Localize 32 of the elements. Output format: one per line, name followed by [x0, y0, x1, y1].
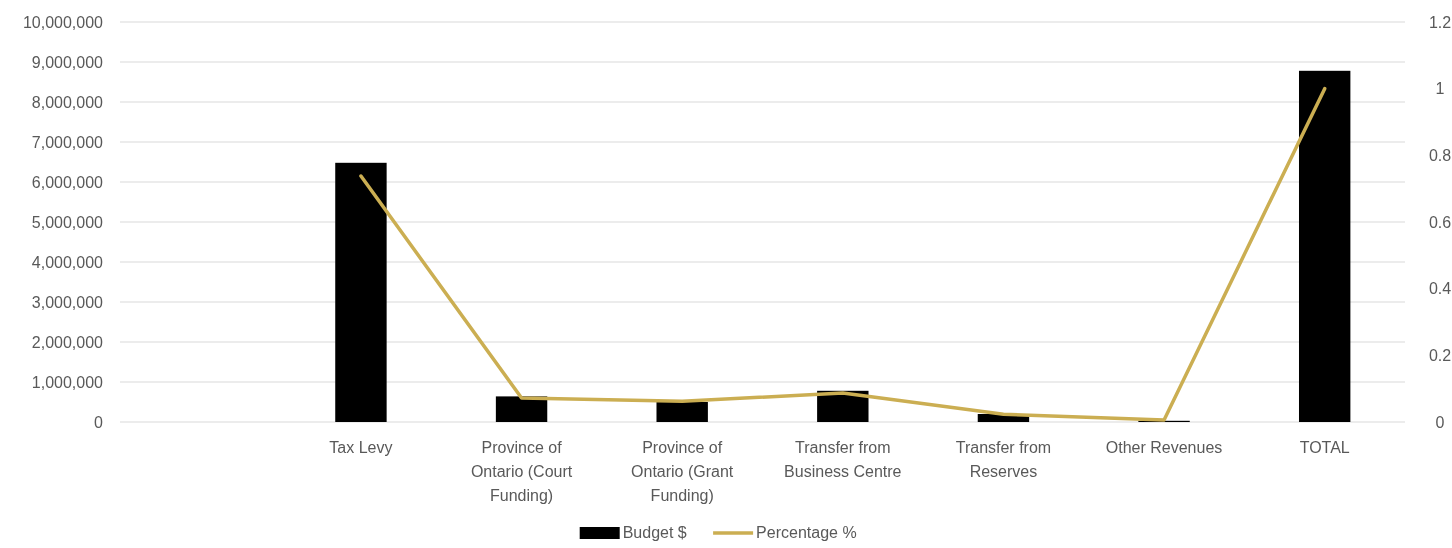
y-tick-label: 5,000,000: [31, 213, 104, 231]
y2-tick-label: 0: [1435, 413, 1445, 431]
y2-tick-label: 1.2: [1428, 13, 1452, 31]
x-tick-label: Province of Ontario (Court Funding): [470, 439, 573, 504]
bar: [335, 162, 387, 422]
y-tick-label: 1,000,000: [31, 373, 104, 391]
y-tick-label: 7,000,000: [31, 133, 104, 151]
x-tick-label: Transfer from Reserves: [955, 439, 1052, 480]
x-tick-label: Province of Ontario (Grant Funding): [631, 439, 734, 504]
x-tick-label: Transfer from Business Centre: [784, 439, 902, 480]
legend-label: Budget $: [622, 524, 687, 541]
x-tick-label: TOTAL: [1299, 439, 1350, 456]
y-tick-label: 8,000,000: [31, 93, 104, 111]
y-tick-label: 6,000,000: [31, 173, 104, 191]
x-tick-label: Other Revenues: [1105, 439, 1223, 456]
y2-tick-label: 0.8: [1428, 146, 1452, 164]
legend-label: Percentage %: [756, 524, 857, 541]
y-tick-label: 0: [94, 413, 104, 431]
bar: [495, 396, 548, 422]
y-tick-label: 3,000,000: [31, 293, 104, 311]
bar: [1298, 70, 1351, 422]
y2-tick-label: 0.2: [1428, 346, 1452, 364]
y-tick-label: 4,000,000: [31, 253, 104, 271]
y-tick-label: 10,000,000: [22, 13, 104, 31]
bar: [656, 402, 708, 422]
y2-tick-label: 1: [1435, 80, 1445, 98]
line-series: [359, 86, 1327, 422]
y-tick-label: 2,000,000: [31, 333, 104, 351]
y-tick-label: 9,000,000: [31, 53, 104, 71]
y2-tick-label: 0.6: [1428, 213, 1452, 231]
y2-tick-label: 0.4: [1428, 280, 1452, 298]
x-tick-label: Tax Levy: [329, 439, 393, 456]
